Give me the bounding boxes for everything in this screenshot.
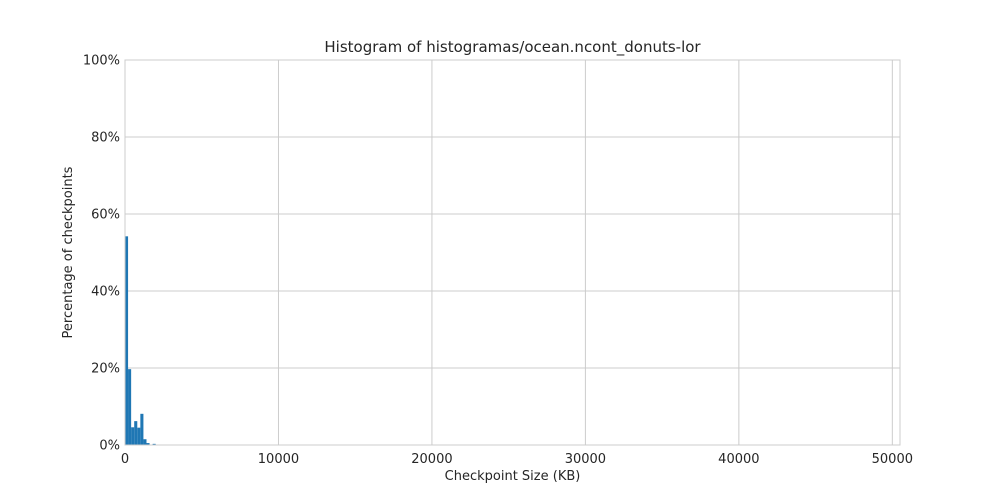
y-tick-label: 100% [83, 54, 120, 69]
y-axis-label: Percentage of checkpoints [61, 166, 76, 338]
plot-area [125, 60, 900, 445]
y-tick-label: 40% [91, 285, 120, 300]
bars-group [125, 236, 159, 446]
histogram-bar [143, 439, 147, 445]
histogram-bar [128, 369, 132, 445]
y-tick-label: 80% [91, 131, 120, 146]
x-tick-label: 20000 [411, 452, 452, 467]
plot-frame [124, 59, 901, 446]
y-tick-labels: 0% 20% 40% 60% 80% 100% [83, 54, 120, 454]
histogram-bar [131, 427, 135, 445]
histogram-bar [140, 413, 144, 445]
histogram-bar [125, 236, 129, 445]
x-tick-label: 0 [121, 452, 129, 467]
y-tick-label: 20% [91, 362, 120, 377]
x-tick-label: 50000 [872, 452, 913, 467]
histogram-bar [146, 443, 150, 445]
histogram-bar [152, 443, 156, 445]
x-tick-label: 30000 [565, 452, 606, 467]
y-tick-label: 0% [99, 439, 120, 454]
x-tick-label: 10000 [258, 452, 299, 467]
y-tick-label: 60% [91, 208, 120, 223]
histogram-bar [137, 427, 141, 445]
x-tick-label: 40000 [718, 452, 759, 467]
x-axis-label: Checkpoint Size (KB) [445, 469, 581, 484]
histogram-bar [134, 421, 138, 445]
x-tick-labels: 0 10000 20000 30000 40000 50000 [121, 452, 913, 467]
chart-title: Histogram of histogramas/ocean.ncont_don… [324, 38, 701, 57]
